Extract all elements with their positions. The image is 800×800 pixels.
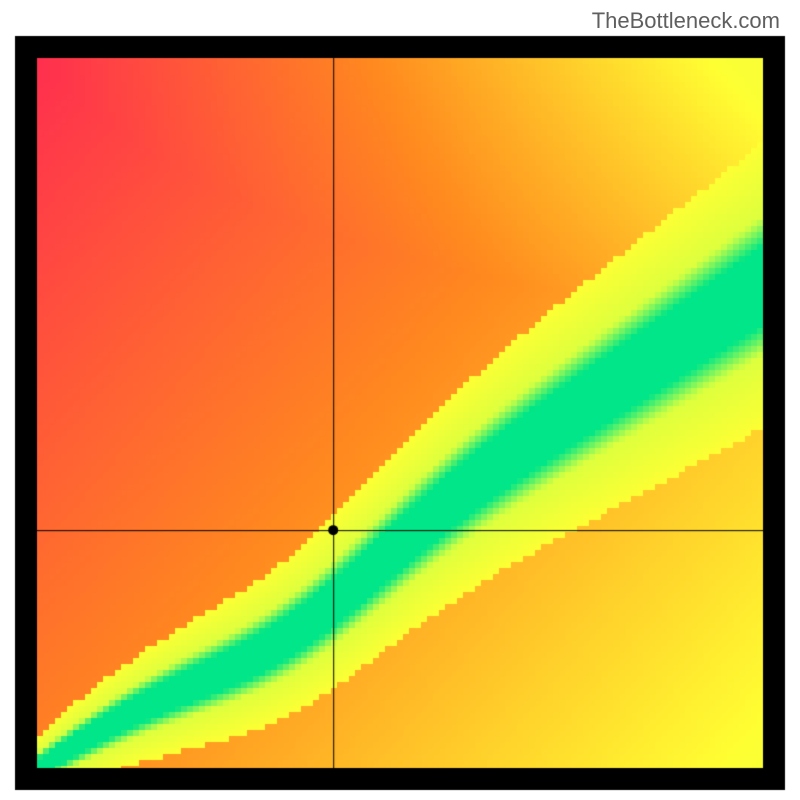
chart-container: TheBottleneck.com [0, 0, 800, 800]
heatmap-canvas [0, 0, 800, 800]
watermark-text: TheBottleneck.com [592, 8, 780, 34]
